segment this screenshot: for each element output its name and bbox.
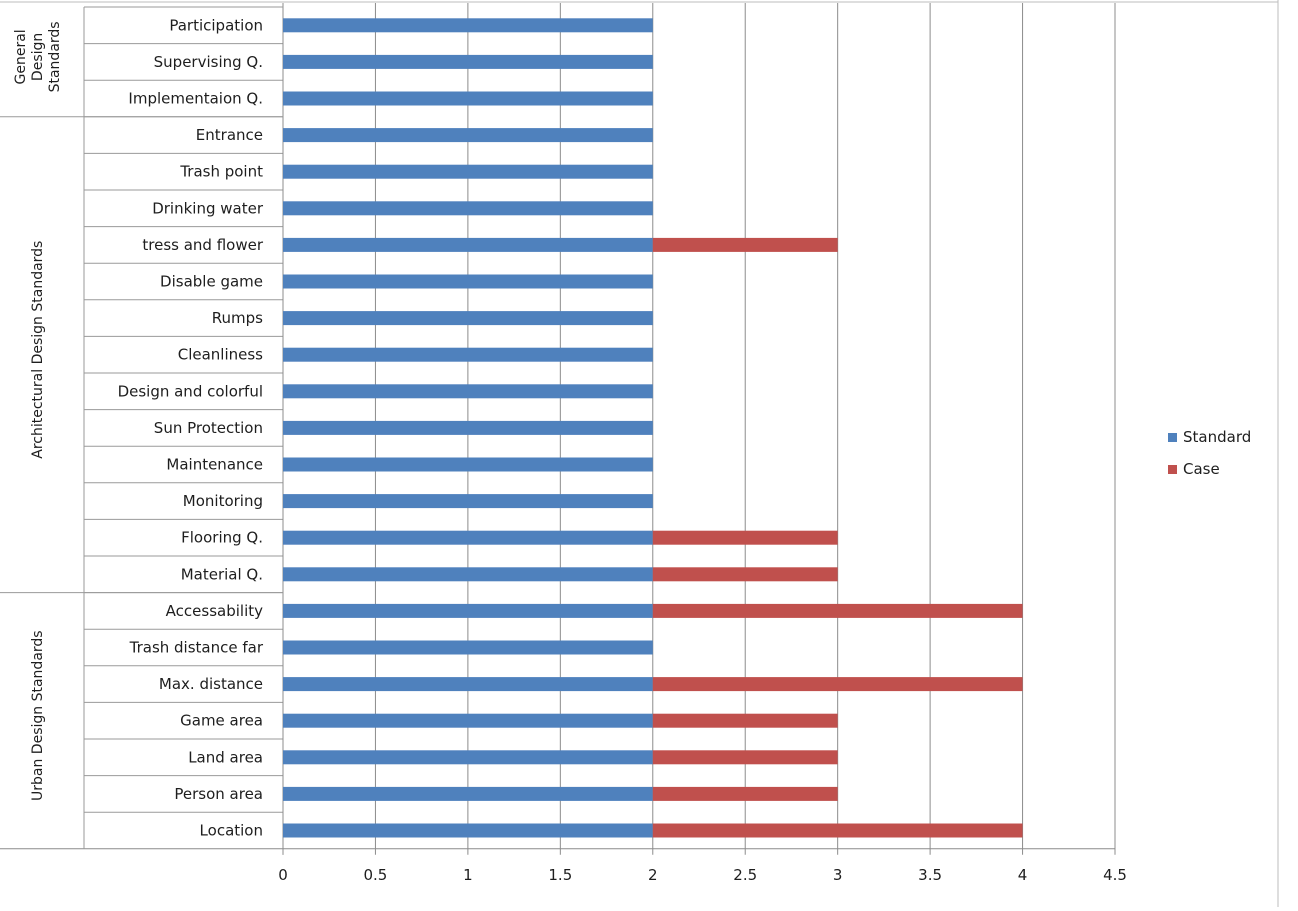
category-label: Supervising Q. — [154, 53, 263, 71]
category-label: Accessability — [166, 602, 263, 620]
group-label: Urban Design Standards — [30, 630, 46, 801]
category-label: Monitoring — [183, 492, 263, 510]
bar-case — [652, 750, 838, 765]
bar-standard — [283, 237, 653, 252]
category-label: Rumps — [212, 309, 263, 327]
category-label: Flooring Q. — [181, 529, 263, 547]
category-label: Trash point — [179, 163, 263, 181]
group-label: Standards — [47, 21, 63, 92]
x-tick-label: 1.5 — [548, 866, 572, 884]
category-label: Land area — [188, 748, 263, 766]
bar-case — [652, 237, 838, 252]
legend-label: Standard — [1183, 428, 1251, 446]
bar-standard — [283, 18, 653, 33]
x-tick-label: 2.5 — [733, 866, 757, 884]
category-label: Cleanliness — [178, 346, 263, 364]
category-label: Location — [200, 822, 263, 840]
bar-standard — [283, 677, 653, 692]
bar-standard — [283, 603, 653, 618]
legend-label: Case — [1183, 460, 1220, 478]
bar-standard — [283, 347, 653, 362]
bar-standard — [283, 640, 653, 655]
bar-standard — [283, 91, 653, 106]
category-label: Sun Protection — [154, 419, 263, 437]
bar-case — [652, 567, 838, 582]
category-label: Drinking water — [152, 199, 264, 217]
x-tick-label: 0 — [278, 866, 288, 884]
x-tick-label: 4 — [1018, 866, 1028, 884]
bar-standard — [283, 164, 653, 179]
bar-standard — [283, 128, 653, 143]
bar-standard — [283, 786, 653, 801]
category-label: Participation — [169, 16, 263, 34]
category-label: Disable game — [160, 273, 263, 291]
category-label: Material Q. — [181, 565, 263, 583]
bar-case — [652, 713, 838, 728]
category-label: Trash distance far — [129, 639, 264, 657]
category-label: Entrance — [196, 126, 263, 144]
legend-swatch-case — [1168, 465, 1177, 474]
bar-standard — [283, 530, 653, 545]
bar-case — [652, 603, 1023, 618]
group-label: Architectural Design Standards — [30, 241, 46, 459]
x-tick-label: 2 — [648, 866, 658, 884]
bar-standard — [283, 457, 653, 472]
bar-standard — [283, 713, 653, 728]
bar-case — [652, 823, 1023, 838]
group-label: General — [13, 29, 29, 84]
category-label: Design and colorful — [118, 382, 263, 400]
bar-standard — [283, 420, 653, 435]
x-tick-label: 3 — [833, 866, 843, 884]
x-tick-label: 4.5 — [1103, 866, 1127, 884]
group-label: Design — [30, 33, 46, 81]
bar-standard — [283, 311, 653, 326]
legend-swatch-standard — [1168, 433, 1177, 442]
x-tick-label: 3.5 — [918, 866, 942, 884]
bar-standard — [283, 823, 653, 838]
x-tick-label: 0.5 — [364, 866, 388, 884]
category-label: Max. distance — [159, 675, 263, 693]
bar-standard — [283, 384, 653, 399]
bar-standard — [283, 274, 653, 289]
bar-standard — [283, 567, 653, 582]
bar-standard — [283, 494, 653, 509]
bar-case — [652, 530, 838, 545]
bar-case — [652, 786, 838, 801]
category-label: tress and flower — [142, 236, 263, 254]
bar-standard — [283, 750, 653, 765]
category-label: Person area — [174, 785, 263, 803]
category-label: Implementaion Q. — [128, 90, 263, 108]
category-label: Game area — [180, 712, 263, 730]
category-label: Maintenance — [166, 456, 263, 474]
bar-case — [652, 677, 1023, 692]
bar-standard — [283, 54, 653, 69]
bar-standard — [283, 201, 653, 216]
x-tick-label: 1 — [463, 866, 473, 884]
